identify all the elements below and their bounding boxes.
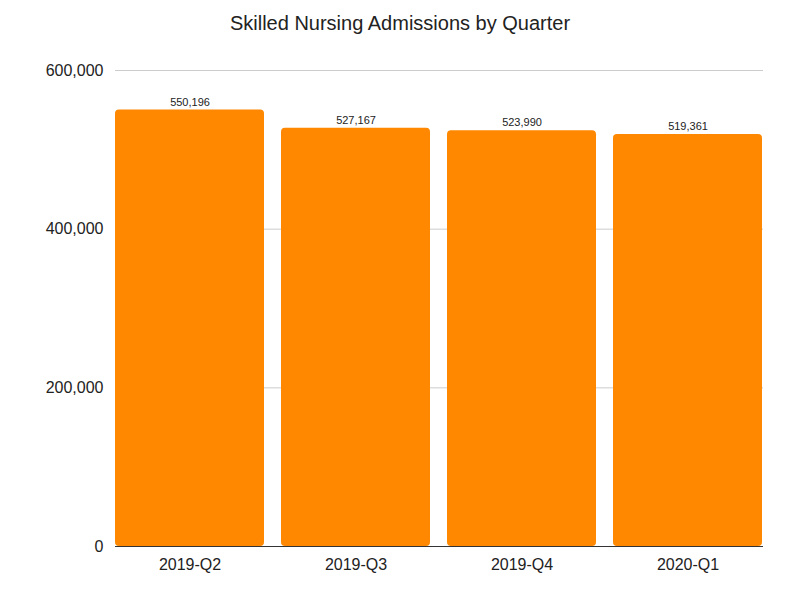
svg-text:400,000: 400,000 xyxy=(46,220,104,237)
svg-text:523,990: 523,990 xyxy=(502,116,542,128)
svg-text:2019-Q2: 2019-Q2 xyxy=(159,556,221,573)
svg-text:2020-Q1: 2020-Q1 xyxy=(657,556,719,573)
svg-text:0: 0 xyxy=(95,538,104,555)
svg-text:2019-Q4: 2019-Q4 xyxy=(491,556,553,573)
svg-text:550,196: 550,196 xyxy=(170,96,210,108)
svg-text:527,167: 527,167 xyxy=(336,114,376,126)
svg-text:200,000: 200,000 xyxy=(46,379,104,396)
svg-text:519,361: 519,361 xyxy=(668,120,708,132)
html-text:Skilled Nursing Admissions by: Skilled Nursing Admissions by Quarter xyxy=(229,12,571,34)
svg-text:2019-Q3: 2019-Q3 xyxy=(325,556,387,573)
svg-text:600,000: 600,000 xyxy=(46,62,104,79)
